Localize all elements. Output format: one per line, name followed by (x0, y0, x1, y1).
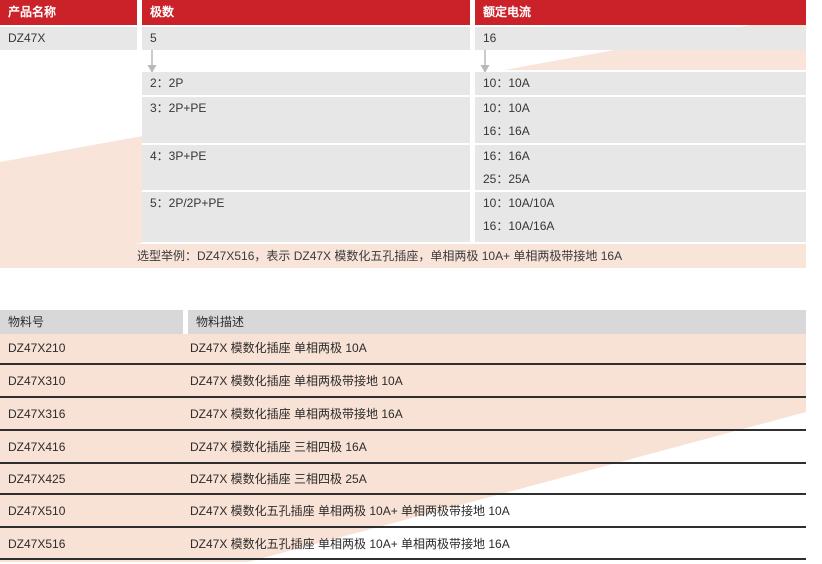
current-option: 25：25A (483, 172, 530, 186)
table-row: DZ47X310 DZ47X 模数化插座 单相两极带接地 10A (0, 367, 806, 398)
material-code: DZ47X416 (8, 440, 66, 454)
table-row: DZ47X516 DZ47X 模数化五孔插座 单相两极 10A+ 单相两极带接地… (0, 530, 806, 560)
material-desc: DZ47X 模数化插座 单相两极带接地 10A (190, 374, 403, 388)
header-rated-current: 额定电流 (475, 0, 806, 25)
arrow-down-icon (147, 50, 157, 73)
header-product-name: 产品名称 (0, 0, 137, 25)
table-row: DZ47X425 DZ47X 模数化插座 三相四极 25A (0, 466, 806, 495)
material-code: DZ47X510 (8, 504, 66, 518)
current-option: 16：10A/16A (483, 219, 555, 233)
material-code: DZ47X425 (8, 472, 66, 486)
header-material-desc: 物料描述 (188, 310, 806, 334)
cell-current-value: 16 (475, 27, 806, 50)
table-row: DZ47X210 DZ47X 模数化插座 单相两极 10A (0, 334, 806, 365)
note-band-background (0, 244, 806, 268)
material-desc: DZ47X 模数化插座 单相两极带接地 16A (190, 407, 403, 421)
material-desc: DZ47X 模数化插座 单相两极 10A (190, 341, 367, 355)
table-row: DZ47X416 DZ47X 模数化插座 三相四极 16A (0, 433, 806, 464)
current-option: 10：10A/10A (483, 196, 555, 210)
header-material-code: 物料号 (0, 310, 183, 334)
material-code: DZ47X310 (8, 374, 66, 388)
material-code: DZ47X210 (8, 341, 66, 355)
material-desc: DZ47X 模数化五孔插座 单相两极 10A+ 单相两极带接地 10A (190, 504, 510, 518)
material-code: DZ47X516 (8, 537, 66, 551)
cell-poles-value: 5 (142, 27, 470, 50)
material-desc: DZ47X 模数化五孔插座 单相两极 10A+ 单相两极带接地 16A (190, 537, 510, 551)
current-option: 16：16A (483, 124, 530, 138)
material-code: DZ47X316 (8, 407, 66, 421)
arrow-down-icon (480, 50, 490, 73)
option-currents-2: 16：16A 25：25A (475, 145, 806, 190)
material-desc: DZ47X 模数化插座 三相四极 16A (190, 440, 367, 454)
selection-example-note: 选型举例：DZ47X516，表示 DZ47X 模数化五孔插座，单相两极 10A+… (137, 249, 623, 263)
current-option: 16：16A (483, 149, 530, 163)
cell-product: DZ47X (0, 27, 137, 50)
current-option: 10：10A (483, 101, 530, 115)
header-poles: 极数 (142, 0, 470, 25)
option-pole-0: 2：2P (142, 72, 470, 95)
option-currents-0: 10：10A (475, 72, 806, 95)
option-currents-3: 10：10A/10A 16：10A/16A (475, 192, 806, 242)
table-row: DZ47X510 DZ47X 模数化五孔插座 单相两极 10A+ 单相两极带接地… (0, 497, 806, 528)
table-row: DZ47X316 DZ47X 模数化插座 单相两极带接地 16A (0, 400, 806, 431)
material-desc: DZ47X 模数化插座 三相四极 25A (190, 472, 367, 486)
current-option: 10：10A (483, 76, 530, 90)
option-pole-3: 5：2P/2P+PE (142, 192, 470, 242)
option-pole-2: 4：3P+PE (142, 145, 470, 190)
option-currents-1: 10：10A 16：16A (475, 97, 806, 143)
option-pole-1: 3：2P+PE (142, 97, 470, 143)
